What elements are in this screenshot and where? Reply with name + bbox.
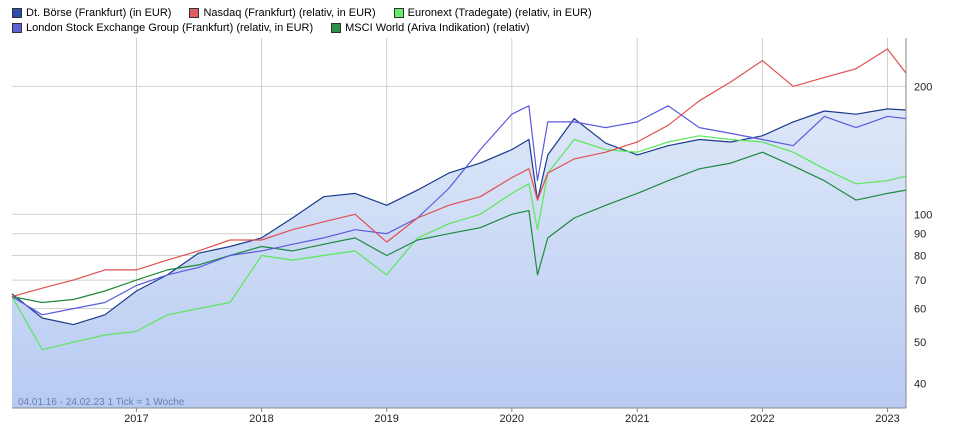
x-tick-label-2020: 2020	[500, 413, 524, 425]
legend-label-euronext: Euronext (Tradegate) (relativ, in EUR)	[407, 6, 592, 19]
legend-item-nasdaq[interactable]: Nasdaq (Frankfurt) (relativ, in EUR)	[189, 6, 376, 19]
series-line-nasdaq-frankfurt-relativ-in-eur	[11, 48, 907, 298]
y-tick-label-60: 60	[914, 304, 926, 316]
chart-legend: Dt. Börse (Frankfurt) (in EUR) Nasdaq (F…	[12, 5, 732, 35]
chart-footnote: 04.01.16 - 24.02.23 1 Tick = 1 Woche	[18, 397, 185, 408]
series-line-msci-world-ariva-indikation-relativ	[11, 151, 907, 304]
y-tick-label-200: 200	[914, 81, 932, 93]
y-tick-label-70: 70	[914, 275, 926, 287]
y-tick-label-50: 50	[914, 337, 926, 349]
x-tick-label-2023: 2023	[875, 413, 899, 425]
y-tick-label-80: 80	[914, 250, 926, 262]
legend-row-1: Dt. Börse (Frankfurt) (in EUR) Nasdaq (F…	[12, 5, 732, 20]
x-tick-label-2021: 2021	[625, 413, 649, 425]
x-tick-label-2022: 2022	[750, 413, 774, 425]
x-tick-label-2017: 2017	[124, 413, 148, 425]
legend-label-lseg: London Stock Exchange Group (Frankfurt) …	[26, 21, 314, 34]
chart-lines-layer	[11, 48, 907, 351]
chart-axes: 40 50 60 70 80 90 100 200 2017 2018 2019 2020 2021 20…	[12, 38, 932, 425]
legend-item-lseg[interactable]: London Stock Exchange Group (Frankfurt) …	[12, 22, 313, 34]
chart-area-layer	[12, 108, 906, 409]
series-line-london-stock-exchange-group-frankfurt-relativ-in-eur	[11, 105, 907, 316]
legend-swatch-euronext	[393, 7, 404, 18]
y-tick-label-40: 40	[914, 378, 926, 390]
legend-item-dt-boerse[interactable]: Dt. Börse (Frankfurt) (in EUR)	[12, 7, 171, 19]
legend-swatch-lseg	[12, 22, 22, 33]
legend-label-dt-boerse: Dt. Börse (Frankfurt) (in EUR)	[26, 6, 172, 19]
legend-swatch-nasdaq	[189, 7, 200, 18]
y-tick-label-100: 100	[914, 209, 932, 221]
series-area-dt-b-rse-frankfurt-in-eur	[12, 108, 906, 409]
x-tick-label-2019: 2019	[374, 413, 398, 425]
legend-swatch-dt-boerse	[12, 7, 22, 18]
series-line-euronext-tradegate-relativ-in-eur	[11, 135, 907, 351]
series-line-dt-b-rse-frankfurt-in-eur	[11, 108, 907, 326]
legend-item-euronext[interactable]: Euronext (Tradegate) (relativ, in EUR)	[393, 6, 592, 19]
x-tick-label-2018: 2018	[249, 413, 273, 425]
legend-item-msci-world[interactable]: MSCI World (Ariva Indikation) (relativ)	[331, 21, 530, 34]
legend-label-nasdaq: Nasdaq (Frankfurt) (relativ, in EUR)	[203, 6, 376, 19]
legend-swatch-msci-world	[331, 22, 342, 33]
legend-row-2: London Stock Exchange Group (Frankfurt) …	[12, 20, 732, 35]
y-tick-label-90: 90	[914, 229, 926, 241]
legend-label-msci-world: MSCI World (Ariva Indikation) (relativ)	[345, 21, 530, 34]
